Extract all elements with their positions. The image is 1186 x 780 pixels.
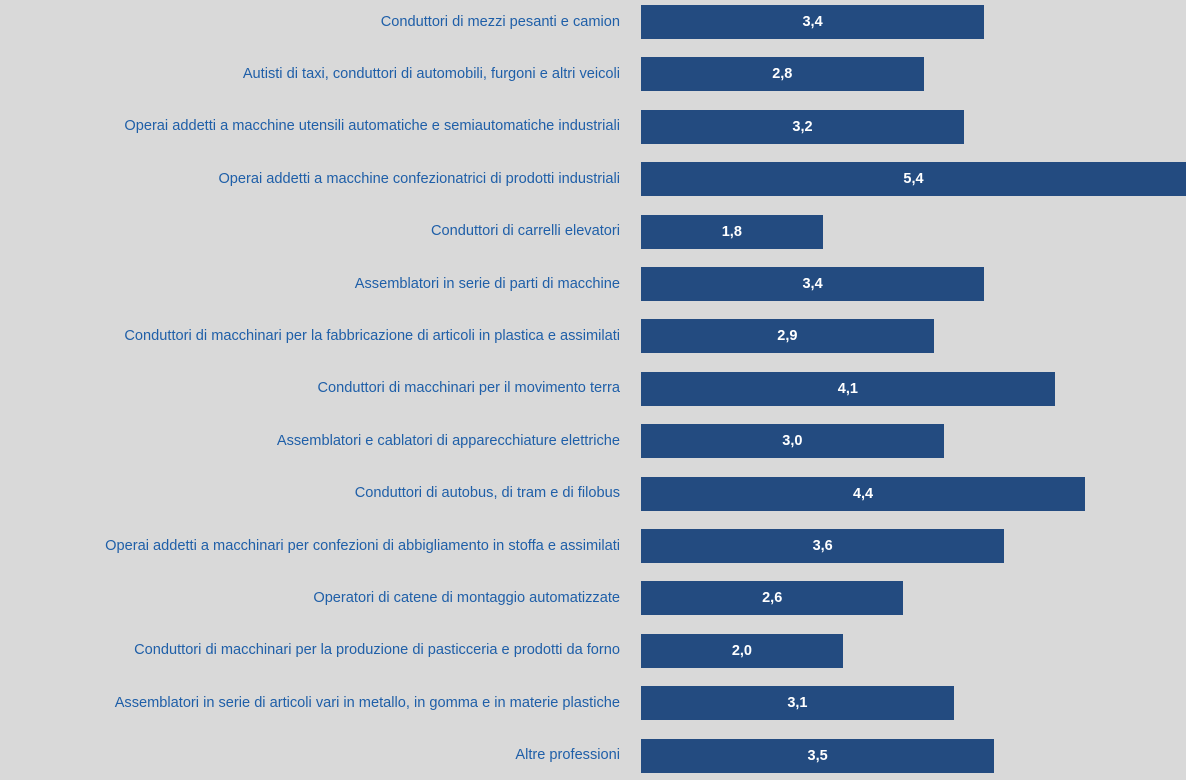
value-label: 1,8 — [721, 223, 742, 240]
bar: 1,8 — [641, 214, 823, 249]
category-label: Assemblatori in serie di articoli vari i… — [114, 694, 620, 711]
bar: 4,1 — [641, 371, 1055, 406]
category-label: Conduttori di macchinari per la fabbrica… — [124, 327, 620, 344]
category-label: Operai addetti a macchine utensili autom… — [124, 118, 620, 135]
value-label: 3,1 — [787, 695, 808, 712]
value-label: 3,5 — [807, 747, 828, 764]
bar: 2,9 — [641, 319, 934, 354]
value-label: 2,9 — [777, 328, 798, 345]
category-label: Conduttori di mezzi pesanti e camion — [380, 13, 620, 30]
value-label: 3,0 — [782, 433, 803, 450]
bar: 5,4 — [641, 162, 1186, 197]
bar: 2,8 — [641, 57, 924, 92]
bar: 2,0 — [641, 633, 843, 668]
bar: 2,6 — [641, 581, 904, 616]
category-label: Operai addetti a macchine confezionatric… — [218, 170, 620, 187]
bar: 3,2 — [641, 109, 964, 144]
bar: 3,1 — [641, 686, 954, 721]
bar: 3,4 — [641, 267, 985, 301]
value-label: 2,8 — [772, 66, 793, 83]
category-label: Autisti di taxi, conduttori di automobil… — [242, 65, 620, 82]
category-label: Conduttori di macchinari per il moviment… — [317, 380, 620, 397]
category-label: Conduttori di autobus, di tram e di filo… — [354, 485, 620, 502]
value-label: 3,4 — [802, 276, 823, 292]
value-label: 4,1 — [837, 380, 858, 397]
bar: 3,6 — [641, 529, 1005, 563]
category-label: Assemblatori in serie di parti di macchi… — [354, 275, 620, 292]
value-label: 3,4 — [802, 14, 823, 30]
value-label: 3,2 — [792, 118, 813, 135]
category-label: Conduttori di macchinari per la produzio… — [134, 642, 620, 659]
category-label: Operai addetti a macchinari per confezio… — [105, 537, 620, 554]
value-label: 3,6 — [812, 538, 833, 554]
category-label: Operatori di catene di montaggio automat… — [313, 589, 620, 606]
value-label: 5,4 — [903, 171, 924, 188]
bar: 3,4 — [641, 5, 985, 39]
bar: 4,4 — [641, 476, 1086, 511]
category-label: Altre professioni — [515, 747, 620, 764]
bar: 3,0 — [641, 424, 944, 459]
value-label: 4,4 — [852, 485, 874, 502]
value-label: 2,0 — [731, 642, 752, 659]
bar: 3,5 — [641, 738, 995, 773]
category-label: Conduttori di carrelli elevatori — [431, 223, 620, 240]
category-label: Assemblatori e cablatori di apparecchiat… — [276, 432, 620, 449]
value-label: 2,6 — [762, 590, 783, 607]
